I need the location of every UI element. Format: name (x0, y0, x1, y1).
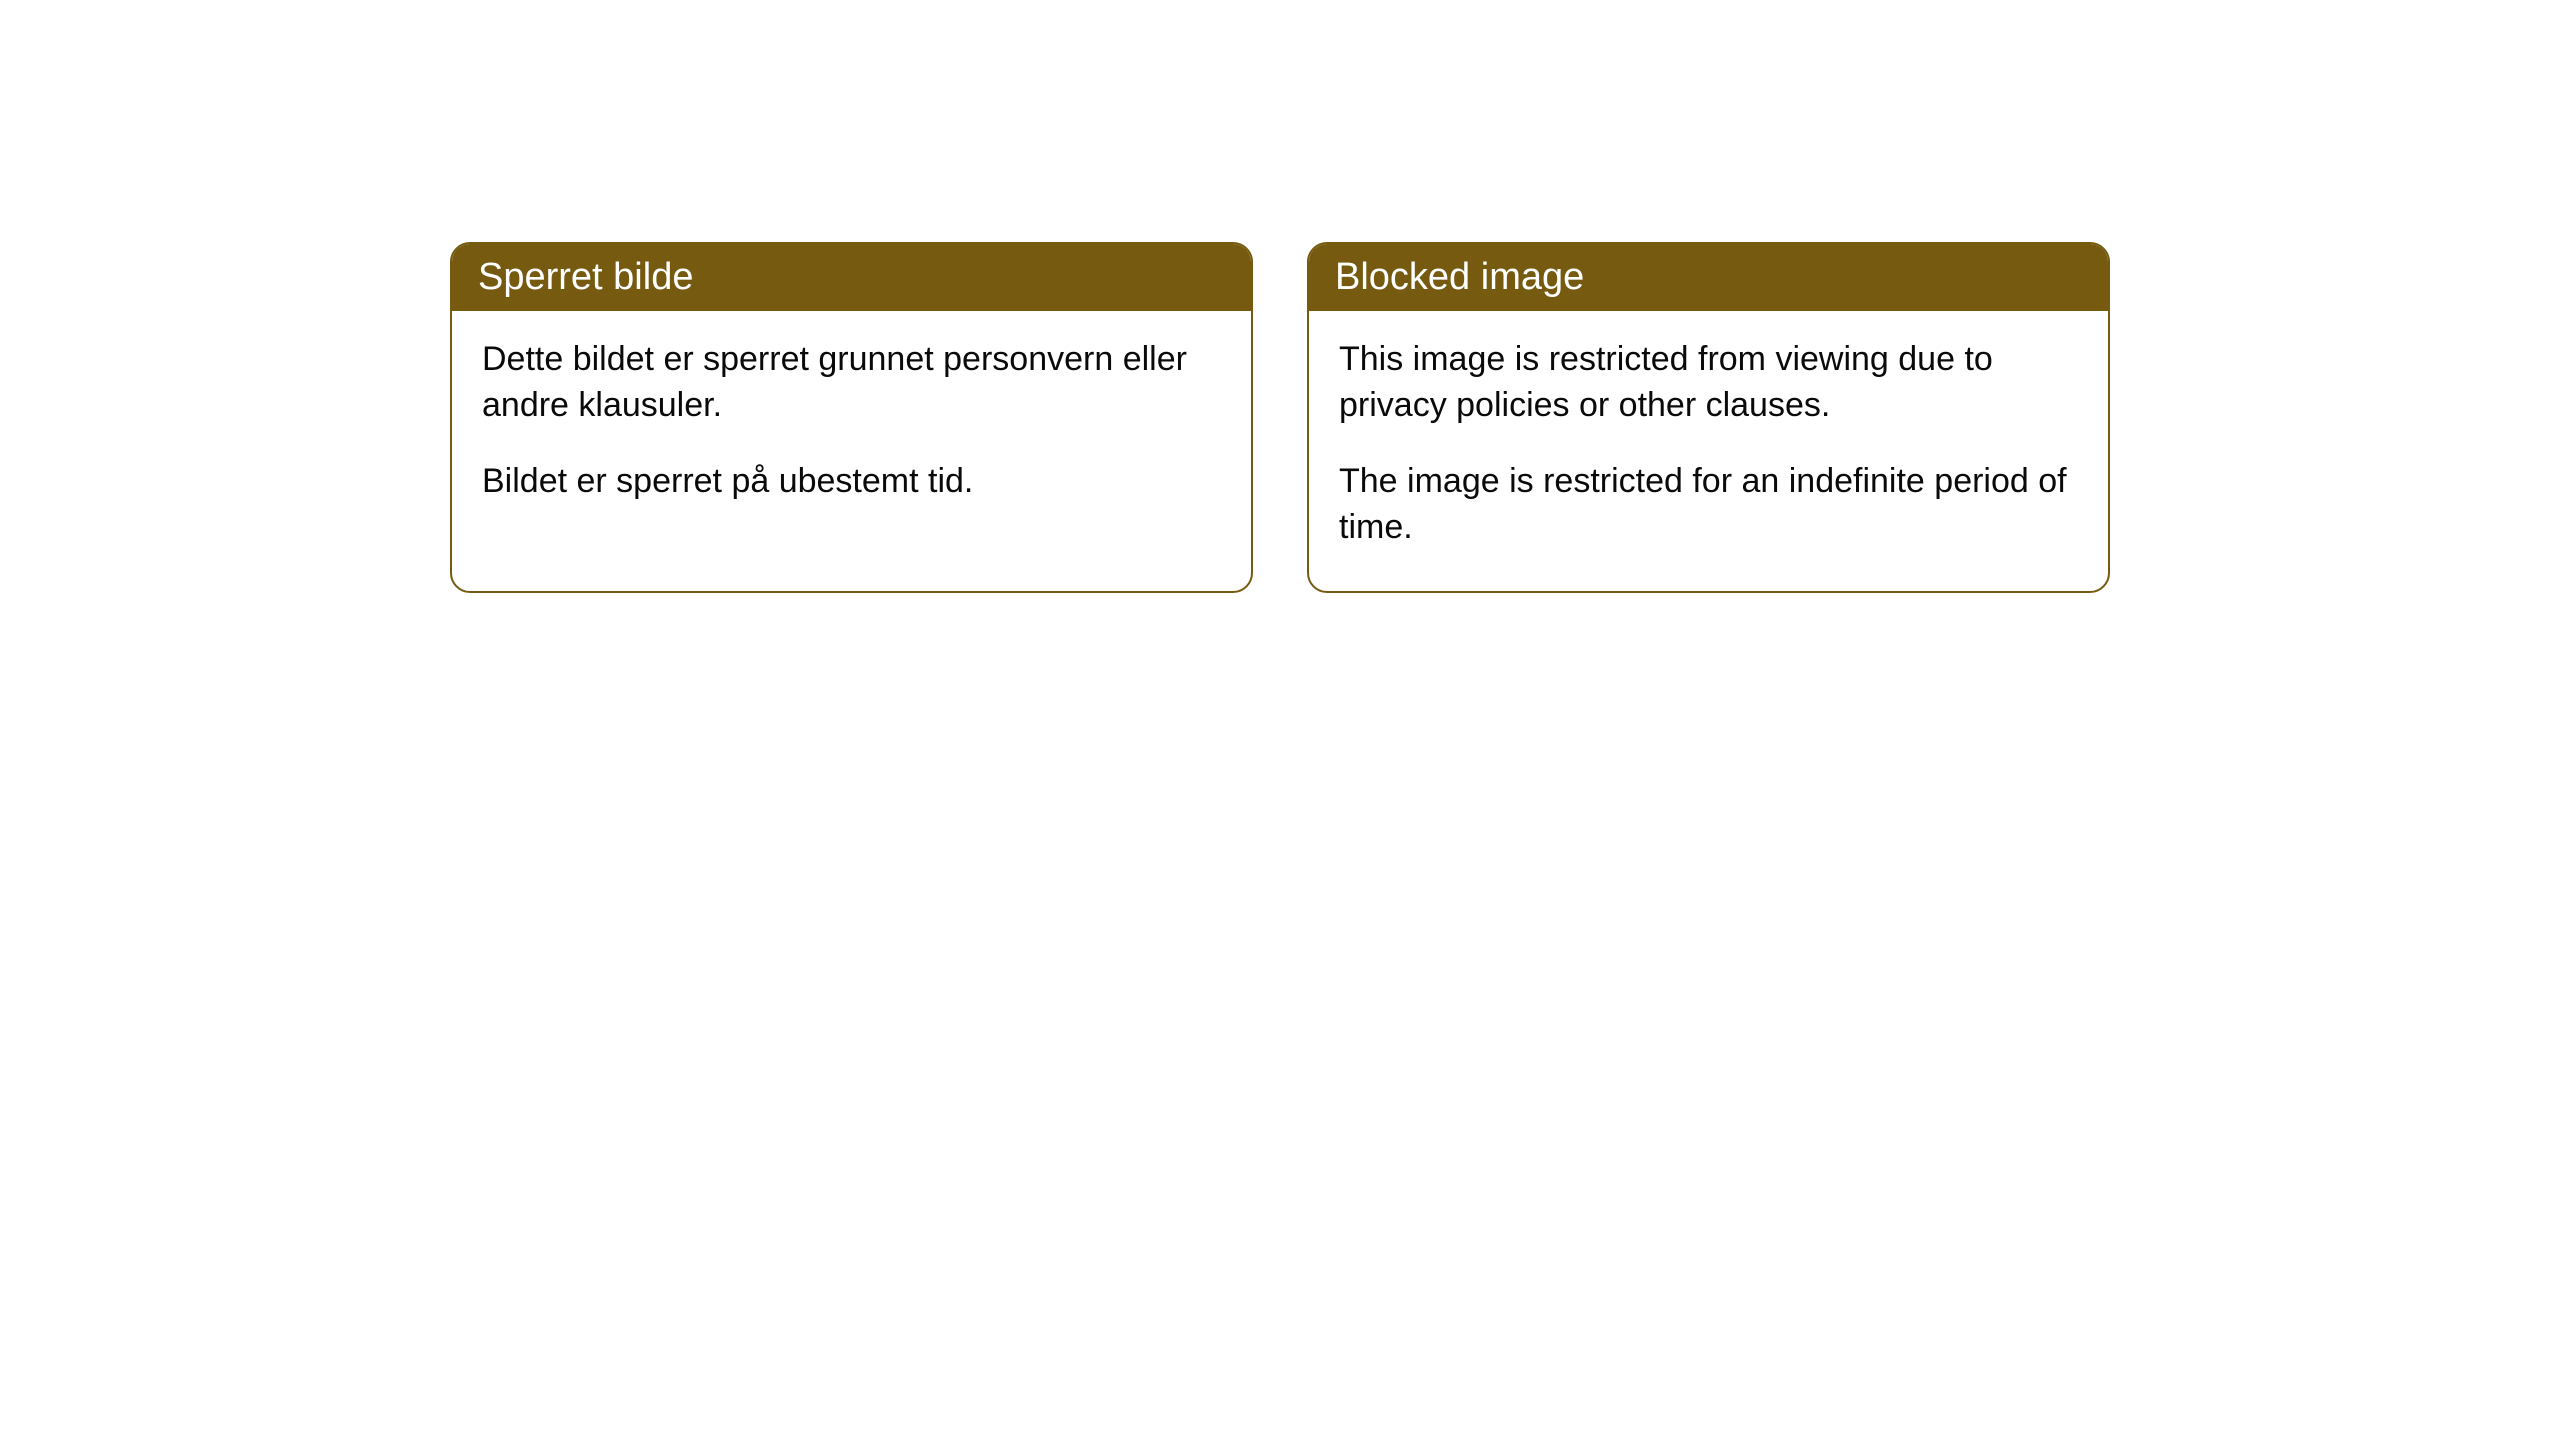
card-paragraph-no-2: Bildet er sperret på ubestemt tid. (482, 459, 1221, 505)
blocked-image-card-no: Sperret bilde Dette bildet er sperret gr… (450, 242, 1253, 593)
card-body-no: Dette bildet er sperret grunnet personve… (452, 311, 1251, 545)
card-body-en: This image is restricted from viewing du… (1309, 311, 2108, 591)
card-title-no: Sperret bilde (478, 256, 693, 298)
card-header-no: Sperret bilde (452, 244, 1251, 311)
card-header-en: Blocked image (1309, 244, 2108, 311)
card-paragraph-en-2: The image is restricted for an indefinit… (1339, 459, 2078, 551)
card-title-en: Blocked image (1335, 256, 1584, 298)
cards-container: Sperret bilde Dette bildet er sperret gr… (450, 242, 2110, 593)
blocked-image-card-en: Blocked image This image is restricted f… (1307, 242, 2110, 593)
card-paragraph-en-1: This image is restricted from viewing du… (1339, 337, 2078, 429)
card-paragraph-no-1: Dette bildet er sperret grunnet personve… (482, 337, 1221, 429)
